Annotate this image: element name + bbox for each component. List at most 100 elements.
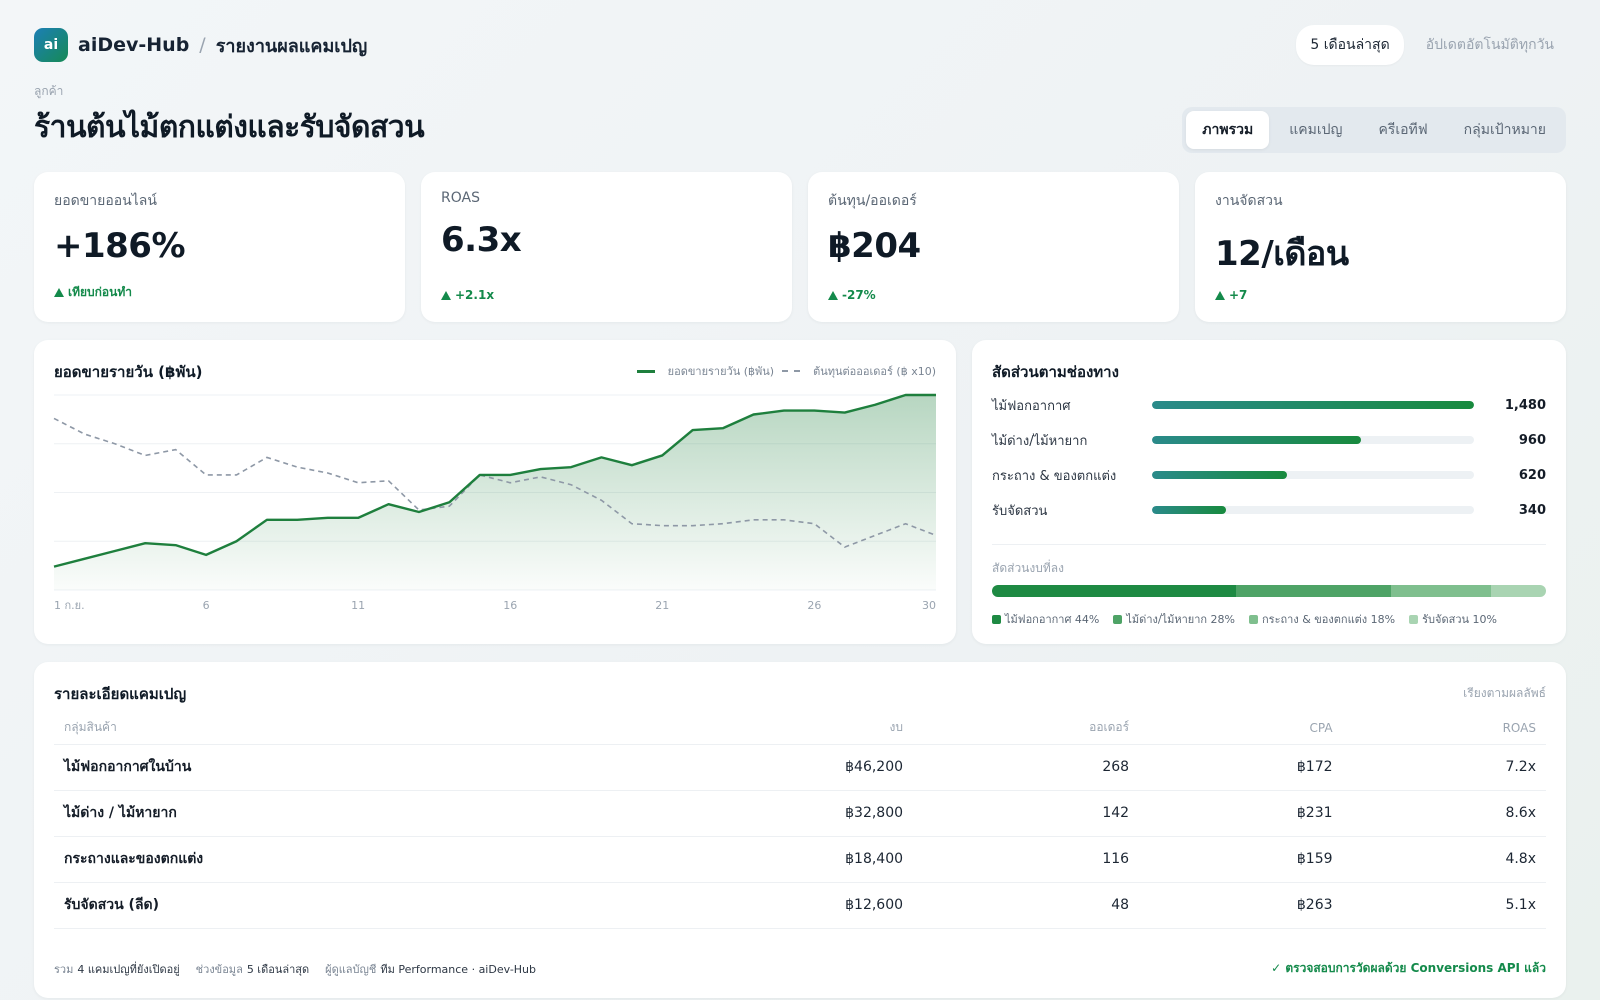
x-tick-label: 1 ก.ย. [54, 599, 85, 612]
kpi-label: ยอดขายออนไลน์ [54, 193, 157, 209]
x-tick-label: 11 [351, 599, 365, 612]
daily-sales-line [53, 393, 936, 568]
legend-label-sales: ยอดขายรายวัน (฿พัน) [667, 365, 775, 378]
page-title: ร้านต้นไม้ตกแต่งและรับจัดสวน [34, 110, 425, 145]
kpi-value: +186% [54, 226, 186, 266]
cell-budget: ฿32,800 [656, 790, 914, 837]
cell-product-group: ไม้ด่าง / ไม้หายาก [54, 790, 657, 837]
kpi-value: 6.3x [441, 220, 522, 260]
cell-orders: 268 [913, 744, 1140, 791]
date-range-selector[interactable]: 5 เดือนล่าสุด [1296, 25, 1404, 65]
budget-share-legend: ไม้ฟอกอากาศ 44% ไม้ด่าง/ไม้หายาก 28% กระถา… [992, 610, 1546, 628]
cell-roas: 7.2x [1342, 744, 1546, 791]
kpi-label: ต้นทุน/ออเดอร์ [828, 193, 917, 209]
tab-audiences[interactable]: กลุ่มเป้าหมาย [1463, 122, 1546, 138]
sort-control[interactable]: เรียงตามผลลัพธ์ [1463, 686, 1546, 700]
table-header-row: กลุ่มสินค้า งบ ออเดอร์ CPA ROAS [54, 712, 1546, 745]
budget-share-legend-item: รับจัดสวน 10% [1409, 610, 1497, 628]
x-tick-label: 6 [203, 599, 210, 612]
tab-overview[interactable]: ภาพรวม [1186, 111, 1270, 149]
channel-row: กระถาง & ของตกแต่ง 620 [992, 465, 1546, 485]
budget-share-segment [992, 585, 1236, 597]
channel-value: 620 [1518, 467, 1546, 483]
column-header-orders[interactable]: ออเดอร์ [913, 712, 1140, 745]
channel-bar-fill [1152, 471, 1287, 479]
channel-bar-fill [1152, 436, 1361, 444]
cell-roas: 8.6x [1342, 790, 1546, 837]
trend-up-icon [1215, 291, 1225, 300]
cell-cpa: ฿263 [1139, 882, 1343, 929]
legend-dot [1113, 615, 1123, 624]
footer-period: ช่วงข้อมูล 5 เดือนล่าสุด [195, 962, 310, 976]
channel-value: 340 [1518, 502, 1546, 518]
kpi-delta: เทียบก่อนทำ [54, 283, 132, 302]
channel-bar-track [1152, 506, 1474, 514]
footer-manager: ผู้ดูแลบัญชี ทีม Performance · aiDev-Hub [325, 962, 537, 976]
table-row[interactable]: ไม้ด่าง / ไม้หายาก ฿32,800 142 ฿231 8.6x [54, 790, 1546, 837]
kpi-delta: -27% [828, 288, 876, 302]
legend-swatch-cost [782, 370, 801, 372]
kpi-delta: +7 [1215, 288, 1247, 302]
divider [992, 544, 1546, 545]
x-tick-label: 16 [503, 599, 517, 612]
column-header-cpa[interactable]: CPA [1139, 712, 1343, 745]
trend-up-icon [441, 291, 451, 300]
auto-update-note: อัปเดตอัตโนมัติทุกวัน [1425, 37, 1554, 53]
channel-title: สัดส่วนตามช่องทาง [992, 363, 1119, 381]
legend-swatch-sales [636, 369, 655, 373]
x-tick-label: 21 [655, 599, 669, 612]
kpi-card-roas: ROAS 6.3x +2.1x [421, 172, 792, 322]
x-tick-label: 26 [807, 599, 821, 612]
breadcrumb-current: รายงานผลแคมเปญ [215, 35, 368, 57]
budget-share-segment [1390, 585, 1491, 597]
column-header-roas[interactable]: ROAS [1342, 712, 1546, 745]
x-tick-label: 30 [922, 599, 936, 612]
budget-share-title: สัดส่วนงบที่ลง [992, 561, 1064, 575]
tab-campaigns[interactable]: แคมเปญ [1289, 122, 1343, 138]
tab-creatives[interactable]: ครีเอทีฟ [1378, 122, 1428, 138]
channel-value: 960 [1518, 432, 1546, 448]
cell-budget: ฿12,600 [656, 882, 914, 929]
trend-up-icon [828, 291, 838, 300]
channel-label: ไม้ด่าง/ไม้หายาก [992, 433, 1088, 449]
chart-title: ยอดขายรายวัน (฿พัน) [54, 363, 203, 381]
budget-share-segment [1235, 585, 1391, 597]
channel-label: กระถาง & ของตกแต่ง [992, 468, 1117, 484]
cell-orders: 116 [913, 836, 1140, 883]
cell-product-group: ไม้ฟอกอากาศในบ้าน [54, 744, 657, 791]
channel-bar-fill [1152, 401, 1474, 409]
budget-share-legend-item: ไม้ฟอกอากาศ 44% [992, 610, 1099, 628]
top-bar: ai aiDev-Hub / รายงานผลแคมเปญ 5 เดือนล่า… [34, 25, 1566, 65]
cost-per-order-line [53, 417, 937, 549]
cell-roas: 5.1x [1342, 882, 1546, 929]
column-header-budget[interactable]: งบ [656, 712, 914, 745]
channel-bar-track [1152, 401, 1474, 409]
campaign-table: กลุ่มสินค้า งบ ออเดอร์ CPA ROAS ไม้ฟอกอา… [54, 712, 1546, 929]
table-row[interactable]: ไม้ฟอกอากาศในบ้าน ฿46,200 268 ฿172 7.2x [54, 744, 1546, 791]
budget-share-legend-item: กระถาง & ของตกแต่ง 18% [1249, 610, 1395, 628]
budget-share-bar [992, 585, 1546, 597]
legend-label-cost: ต้นทุนต่อออเดอร์ (฿ x10) [813, 365, 936, 378]
table-row[interactable]: กระถางและของตกแต่ง ฿18,400 116 ฿159 4.8x [54, 836, 1546, 883]
kpi-card-garden-jobs: งานจัดสวน 12/เดือน +7 [1195, 172, 1566, 322]
cell-product-group: รับจัดสวน (ลีด) [54, 882, 657, 929]
kpi-value: 12/เดือน [1215, 234, 1349, 274]
cell-product-group: กระถางและของตกแต่ง [54, 836, 657, 883]
app-logo[interactable]: ai [34, 28, 68, 62]
channel-row: ไม้ฟอกอากาศ 1,480 [992, 395, 1546, 415]
kpi-delta: +2.1x [441, 288, 494, 302]
cell-cpa: ฿172 [1139, 744, 1343, 791]
cell-orders: 48 [913, 882, 1140, 929]
campaign-details-card: รายละเอียดแคมเปญ เรียงตามผลลัพธ์ กลุ่มสิ… [34, 662, 1566, 998]
table-row[interactable]: รับจัดสวน (ลีด) ฿12,600 48 ฿263 5.1x [54, 882, 1546, 929]
table-footer: รวม 4 แคมเปญที่ยังเปิดอยู่ ช่วงข้อมูล 5 เด… [54, 959, 1546, 978]
channel-value: 1,480 [1504, 397, 1546, 413]
cell-orders: 142 [913, 790, 1140, 837]
trend-up-icon [54, 288, 64, 297]
channel-label: ไม้ฟอกอากาศ [992, 398, 1071, 414]
legend-dot [1249, 615, 1259, 624]
kpi-row: ยอดขายออนไลน์ +186% เทียบก่อนทำ ROAS 6.3… [34, 172, 1566, 322]
app-name[interactable]: aiDev-Hub [78, 34, 190, 56]
daily-sales-chart: 1 ก.ย. 6 11 16 21 26 30 [53, 393, 937, 612]
column-header-product-group[interactable]: กลุ่มสินค้า [54, 712, 657, 745]
